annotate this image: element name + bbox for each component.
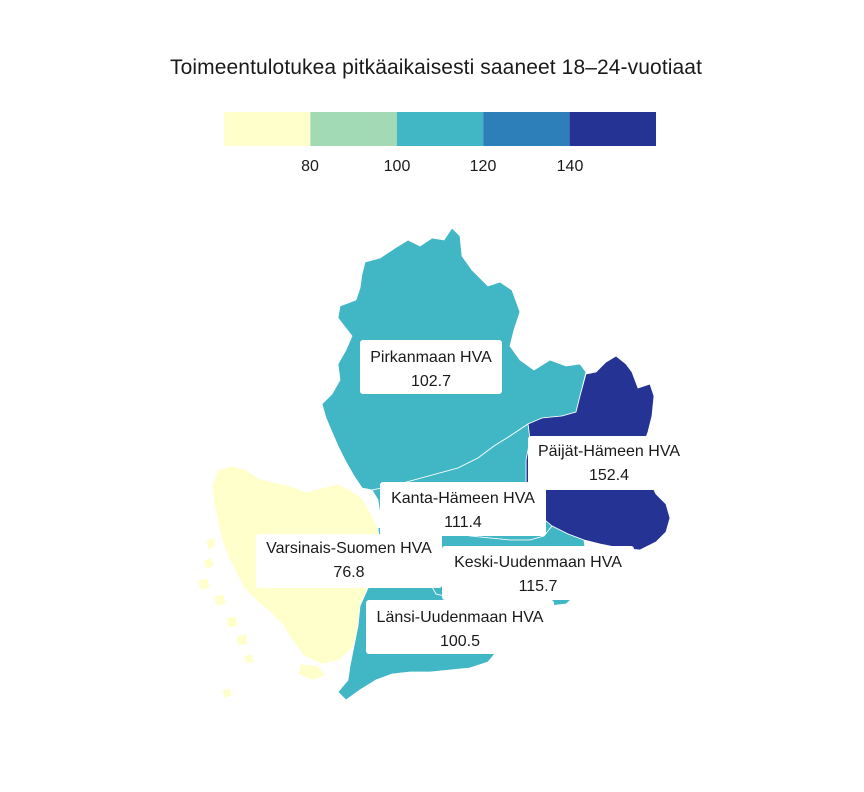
label-kanta-hame-value: 111.4 — [444, 514, 482, 531]
label-paijat-hame: Päijät-Hämeen HVA 152.4 — [528, 436, 690, 490]
label-pirkanmaa-value: 102.7 — [411, 373, 451, 390]
label-pirkanmaa-name: Pirkanmaan HVA — [370, 349, 492, 366]
label-keski-uusimaa-name: Keski-Uudenmaan HVA — [454, 554, 622, 571]
label-keski-uusimaa: Keski-Uudenmaan HVA 115.7 — [442, 546, 634, 600]
label-keski-uusimaa-value: 115.7 — [519, 578, 558, 595]
label-lansi-uusimaa-name: Länsi-Uudenmaan HVA — [377, 609, 544, 626]
label-kanta-hame: Kanta-Hämeen HVA 111.4 — [380, 482, 546, 536]
label-lansi-uusimaa: Länsi-Uudenmaan HVA 100.5 — [366, 600, 554, 654]
label-pirkanmaa: Pirkanmaan HVA 102.7 — [360, 340, 502, 394]
label-paijat-hame-name: Päijät-Hämeen HVA — [538, 443, 680, 460]
label-varsinais-suomi-value: 76.8 — [333, 564, 364, 581]
label-paijat-hame-value: 152.4 — [589, 467, 629, 484]
label-kanta-hame-name: Kanta-Hämeen HVA — [391, 490, 535, 507]
label-varsinais-suomi-name: Varsinais-Suomen HVA — [266, 540, 432, 557]
map-title: Toimeentulotukea pitkäaikaisesti saaneet… — [170, 56, 703, 79]
label-lansi-uusimaa-value: 100.5 — [440, 633, 480, 650]
label-varsinais-suomi: Varsinais-Suomen HVA 76.8 — [256, 534, 442, 588]
